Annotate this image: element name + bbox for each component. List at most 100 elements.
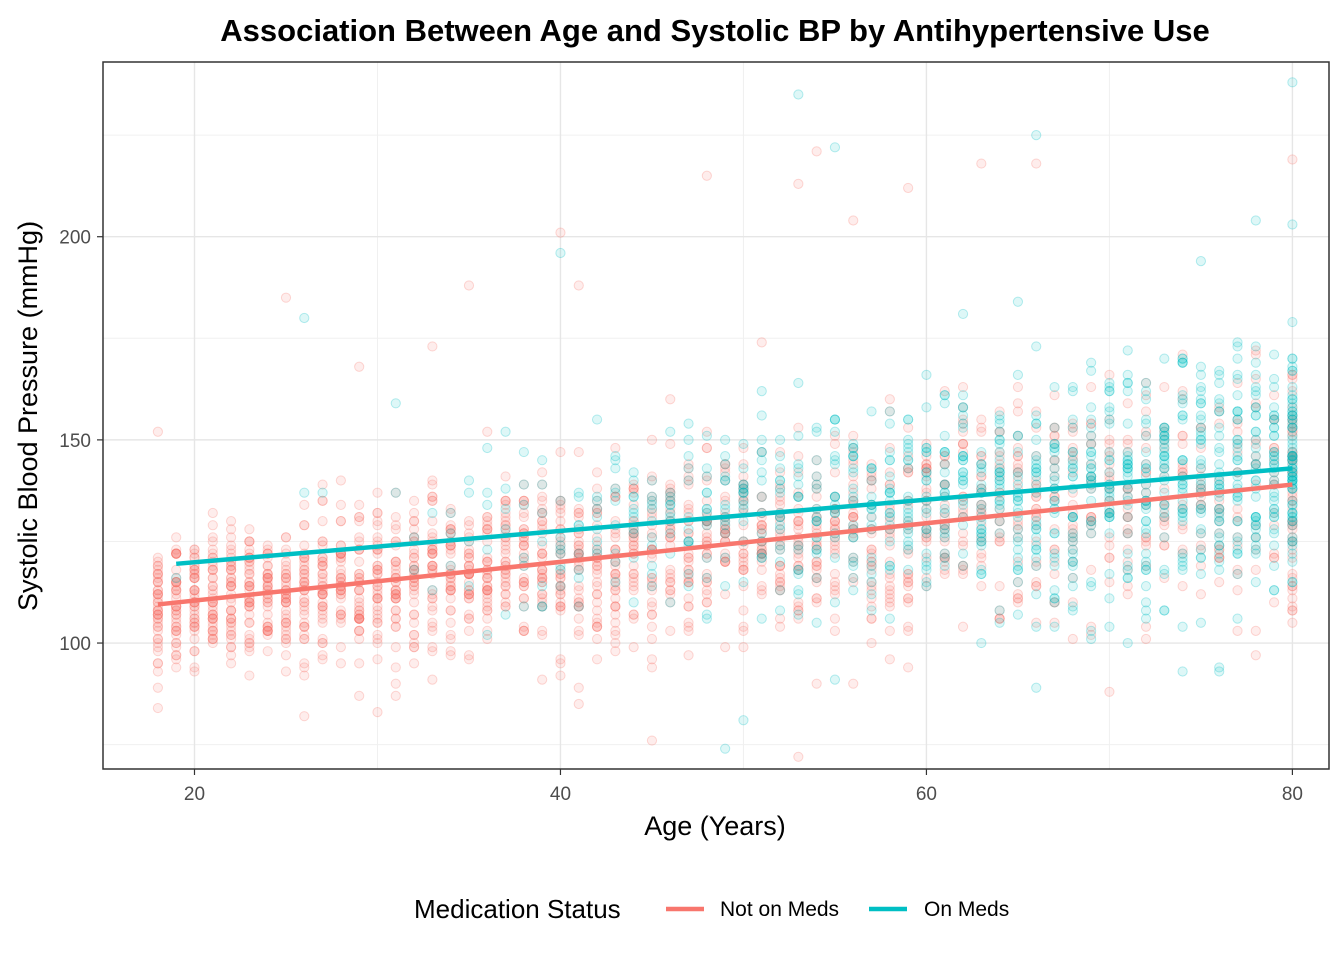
point-not-on-meds [317,568,328,580]
point-not-on-meds [427,491,438,502]
point-not-on-meds [354,511,365,523]
point-on-meds [1195,503,1207,515]
point-not-on-meds [299,670,310,681]
point-not-on-meds [244,646,255,657]
point-not-on-meds [280,625,292,636]
point-not-on-meds [280,617,292,628]
point-not-on-meds [408,609,420,620]
point-on-meds [848,483,859,494]
point-not-on-meds [299,564,310,576]
point-not-on-meds [262,601,273,612]
point-not-on-meds [207,548,218,559]
point-not-on-meds [280,629,292,641]
point-not-on-meds [317,568,328,580]
point-not-on-meds [317,601,328,612]
point-not-on-meds [262,597,273,608]
point-on-meds [829,491,841,502]
point-not-on-meds [244,617,255,628]
point-on-meds [573,564,584,576]
point-not-on-meds [171,576,182,588]
point-on-meds [756,410,767,421]
point-not-on-meds [463,613,475,624]
point-on-meds [1214,442,1225,454]
point-not-on-meds [500,589,511,600]
point-not-on-meds [280,617,292,628]
point-not-on-meds [299,658,310,669]
point-on-meds [1177,666,1188,677]
point-not-on-meds [390,585,401,596]
point-not-on-meds [152,556,163,567]
point-not-on-meds [573,625,584,636]
point-on-meds [884,455,895,466]
point-not-on-meds [225,516,237,527]
point-not-on-meds [463,548,475,559]
point-not-on-meds [408,552,420,563]
point-on-meds [793,564,804,576]
point-on-meds [756,491,767,502]
point-not-on-meds [628,609,639,620]
point-not-on-meds [171,544,182,555]
point-on-meds [884,471,895,482]
point-not-on-meds [482,585,493,596]
point-on-meds [1140,556,1152,567]
point-not-on-meds [537,597,548,608]
point-not-on-meds [427,605,438,616]
point-on-meds [1140,414,1152,425]
point-not-on-meds [408,642,420,653]
point-on-meds [1269,446,1280,458]
minor-gridlines [103,62,1329,769]
point-on-meds [884,418,895,429]
point-on-meds [518,601,529,612]
point-not-on-meds [628,585,639,596]
point-not-on-meds [317,556,328,567]
point-not-on-meds [152,605,163,616]
point-on-meds [701,572,712,584]
point-not-on-meds [244,637,255,649]
point-on-meds [1287,353,1298,364]
point-not-on-meds [244,568,255,580]
point-on-meds [1250,511,1261,523]
point-not-on-meds [427,544,438,555]
point-on-meds [1177,564,1188,576]
point-not-on-meds [408,560,420,571]
point-not-on-meds [207,572,218,584]
point-not-on-meds [372,507,383,519]
point-on-meds [1140,446,1152,458]
point-not-on-meds [390,613,401,624]
point-not-on-meds [500,495,511,506]
point-not-on-meds [207,629,218,641]
point-on-meds [1214,398,1225,409]
point-not-on-meds [354,613,365,624]
point-on-meds [793,491,804,502]
point-not-on-meds [171,576,182,588]
point-on-meds [1269,422,1280,433]
point-not-on-meds [354,532,365,543]
point-on-meds [994,495,1005,506]
point-not-on-meds [591,621,603,632]
point-on-meds [1012,446,1024,458]
point-not-on-meds [408,617,420,628]
point-not-on-meds [171,548,182,559]
point-not-on-meds [189,621,200,632]
point-not-on-meds [518,495,529,506]
point-not-on-meds [591,507,603,519]
point-on-meds [1195,394,1207,405]
point-on-meds [445,560,456,571]
point-not-on-meds [372,516,383,527]
y-tick-label: 200 [59,228,91,249]
point-on-meds [1140,377,1152,389]
point-not-on-meds [390,589,401,600]
point-on-meds [1122,483,1133,494]
point-on-meds [1122,637,1133,649]
point-not-on-meds [335,516,346,527]
point-not-on-meds [152,682,163,693]
point-not-on-meds [317,556,328,567]
point-on-meds [1287,316,1298,328]
point-not-on-meds [225,581,237,592]
point-on-meds [1067,511,1078,523]
point-not-on-meds [427,646,438,657]
point-not-on-meds [299,564,310,576]
point-not-on-meds [1012,406,1024,417]
point-on-meds [1031,130,1042,141]
point-not-on-meds [500,601,511,612]
